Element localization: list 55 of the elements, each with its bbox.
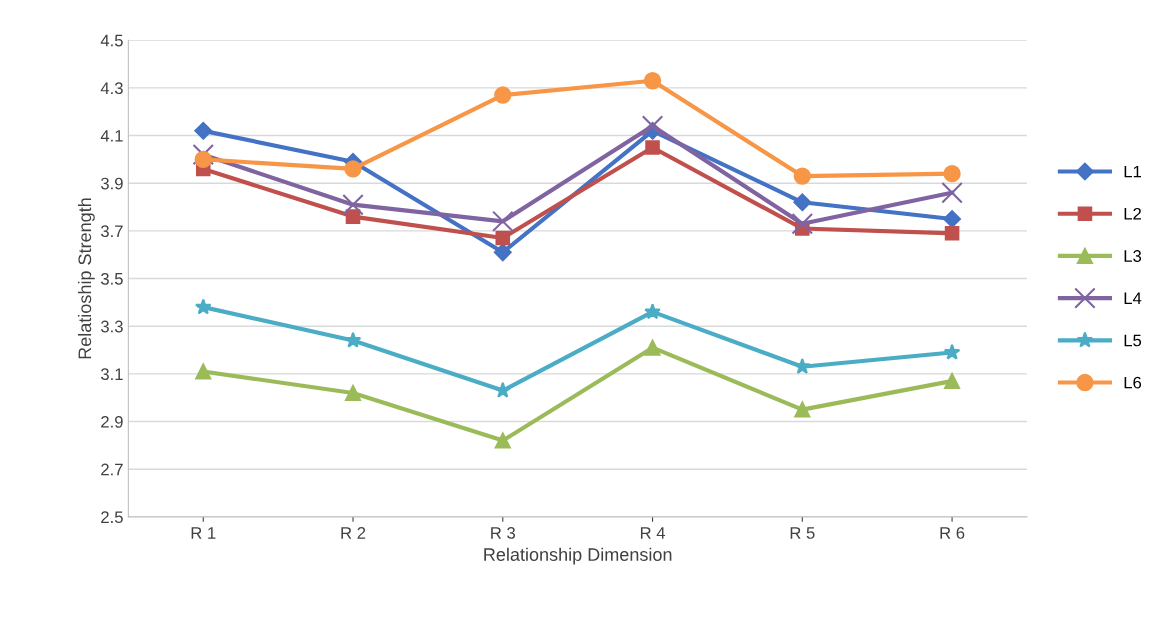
x-tick-label: R 3 bbox=[491, 527, 516, 539]
legend-label: L5 bbox=[1124, 334, 1142, 347]
legend-label: L1 bbox=[1124, 165, 1141, 178]
point bbox=[194, 298, 212, 315]
point bbox=[194, 121, 213, 140]
legend-label: L3 bbox=[1124, 250, 1142, 262]
y-tick-label: 3.3 bbox=[100, 320, 123, 333]
x-tick-label: R 6 bbox=[940, 527, 965, 539]
point bbox=[345, 384, 361, 401]
y-axis-title: Relatioship Strength bbox=[77, 198, 95, 359]
point bbox=[494, 432, 511, 449]
point bbox=[345, 209, 361, 224]
x-tick-label: R 4 bbox=[640, 527, 666, 539]
point bbox=[791, 212, 814, 235]
point bbox=[944, 225, 960, 241]
point bbox=[194, 150, 212, 169]
point bbox=[344, 160, 362, 178]
point bbox=[644, 339, 661, 356]
y-tick-label: 3.1 bbox=[100, 368, 123, 381]
point bbox=[645, 140, 660, 155]
y-tick-label: 4.1 bbox=[100, 130, 123, 142]
x-axis-title: Relationship Dimension bbox=[484, 547, 672, 565]
point bbox=[943, 210, 961, 228]
point bbox=[342, 193, 364, 216]
point bbox=[492, 210, 514, 233]
point bbox=[644, 303, 661, 320]
y-tick-label: 2.5 bbox=[101, 511, 123, 524]
point bbox=[643, 72, 662, 90]
y-tick-label: 2.9 bbox=[101, 415, 123, 428]
point bbox=[943, 165, 961, 183]
y-tick-label: 4.5 bbox=[100, 34, 123, 47]
point bbox=[794, 401, 811, 418]
legend-label: L2 bbox=[1124, 207, 1141, 220]
x-tick-label: R 1 bbox=[191, 527, 216, 539]
y-tick-label: 3.9 bbox=[100, 177, 123, 190]
x-tick-label: R 2 bbox=[341, 527, 366, 539]
legend-label: L4 bbox=[1124, 292, 1142, 304]
y-tick-label: 3.5 bbox=[100, 272, 123, 285]
point bbox=[944, 373, 961, 390]
point bbox=[494, 86, 512, 104]
y-tick-label: 2.7 bbox=[101, 463, 123, 476]
point bbox=[793, 167, 811, 185]
point bbox=[495, 230, 511, 246]
point bbox=[794, 358, 811, 374]
point bbox=[493, 243, 512, 262]
point bbox=[195, 363, 212, 380]
legend-label: L6 bbox=[1124, 376, 1142, 389]
point bbox=[943, 343, 961, 360]
y-tick-label: 3.7 bbox=[100, 225, 123, 238]
point bbox=[941, 181, 963, 204]
x-tick-label: R 5 bbox=[790, 527, 815, 539]
point bbox=[494, 381, 512, 398]
point bbox=[641, 115, 664, 137]
point bbox=[793, 193, 812, 212]
y-tick-label: 4.3 bbox=[100, 82, 123, 95]
